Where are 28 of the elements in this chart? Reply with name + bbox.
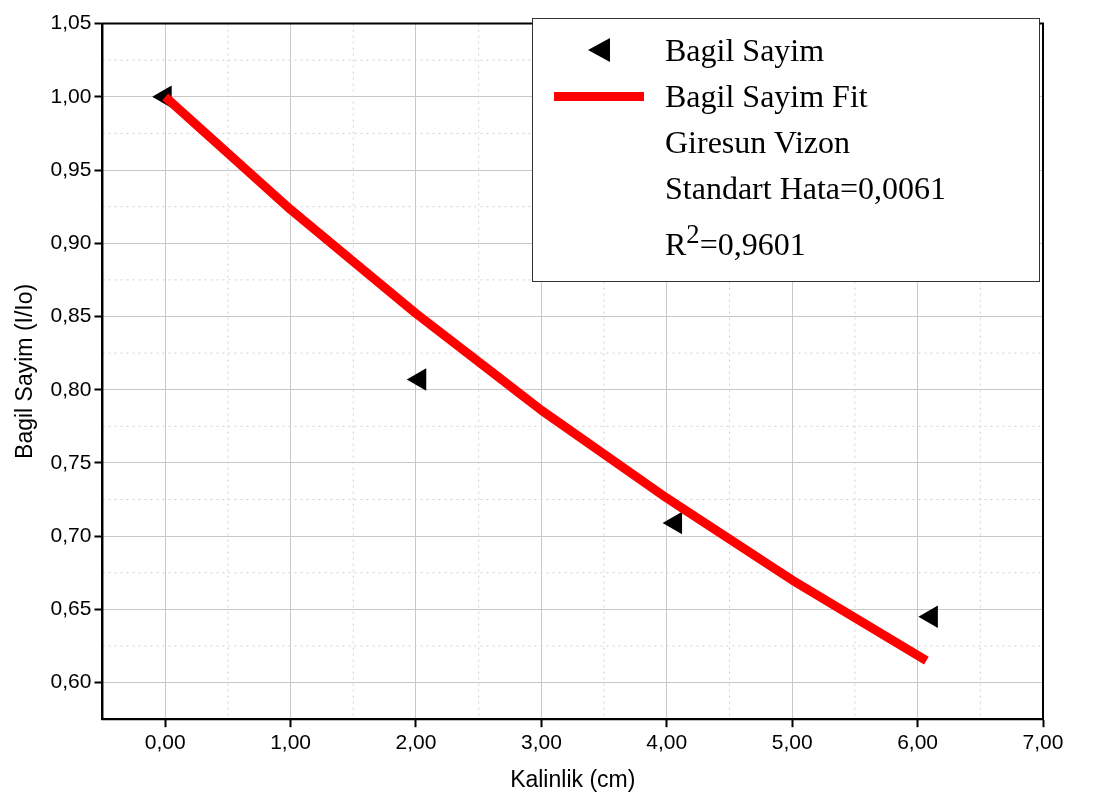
- annotation: R$^{2}$=0,9601: [665, 219, 806, 262]
- y-tick-label: 1,05: [50, 10, 92, 34]
- x-tick-label: 2,00: [395, 729, 437, 753]
- legend-label: Bagil Sayim Fit: [665, 77, 868, 116]
- y-tick-label: 0,70: [50, 522, 92, 546]
- point: [406, 368, 427, 391]
- x-tick-label: 5,00: [771, 729, 813, 753]
- y-tick-label: 0,80: [50, 376, 92, 400]
- x-tick-label: 4,00: [646, 729, 688, 753]
- x-axis-title: Kalinlik (cm): [510, 765, 636, 792]
- y-tick-label: 0,95: [50, 156, 92, 180]
- y-tick-label: 0,85: [50, 303, 92, 327]
- y-tick-label: 0,90: [50, 230, 92, 254]
- x-tick-label: 6,00: [897, 729, 939, 753]
- y-tick-label: 0,65: [50, 596, 92, 620]
- x-tick-label: 3,00: [520, 729, 562, 753]
- x-tick-label: 1,00: [270, 729, 312, 753]
- annotation: Standart Hata=0,0061: [665, 170, 947, 206]
- annotation: Giresun Vizon: [665, 124, 851, 160]
- y-tick-label: 1,00: [50, 83, 92, 107]
- y-tick-label: 0,75: [50, 449, 92, 473]
- point: [918, 605, 938, 628]
- y-axis-title: Bagil Sayim (I/Io): [11, 283, 38, 459]
- y-tick-label: 0,60: [50, 669, 92, 693]
- x-tick-label: 0,00: [144, 729, 186, 753]
- legend-label: Bagil Sayim: [665, 31, 825, 70]
- x-tick-label: 7,00: [1022, 729, 1064, 753]
- point: [662, 511, 683, 535]
